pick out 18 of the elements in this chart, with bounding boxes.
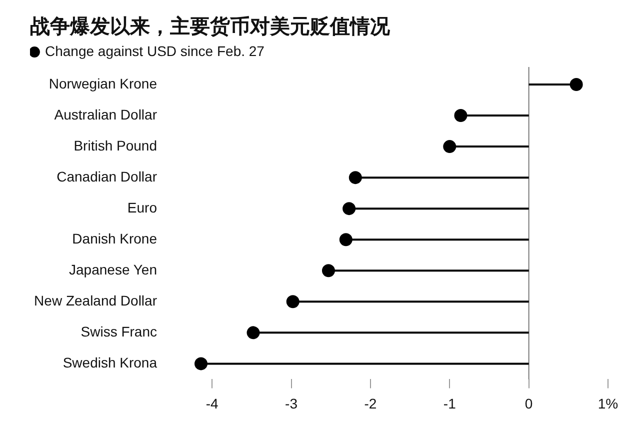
x-tick-label: 0 — [524, 395, 533, 412]
x-tick-label: -3 — [285, 395, 298, 412]
y-tick-label: Swedish Krona — [62, 354, 158, 371]
y-tick-label: Swiss Franc — [80, 324, 157, 340]
y-tick-label: British Pound — [74, 137, 157, 154]
y-tick-label: Euro — [127, 199, 158, 216]
x-tick-label: -1 — [443, 395, 456, 412]
y-tick-label: New Zealand Dollar — [34, 292, 158, 309]
y-tick-label: Australian Dollar — [54, 106, 158, 122]
y-tick-label: Danish Krone — [72, 230, 158, 246]
x-tick-label: -4 — [206, 395, 219, 412]
y-tick-label: Japanese Yen — [69, 261, 157, 278]
chart-title: 战争爆发以来，主要货币对美元贬值情况 — [30, 14, 391, 38]
legend-label: Change against USD since Feb. 27 — [45, 42, 265, 59]
y-tick-label: Canadian Dollar — [56, 168, 158, 184]
y-tick-label: Norwegian Krone — [48, 75, 158, 92]
x-tick-label: -2 — [364, 395, 377, 412]
x-tick-label: 1% — [598, 395, 618, 412]
